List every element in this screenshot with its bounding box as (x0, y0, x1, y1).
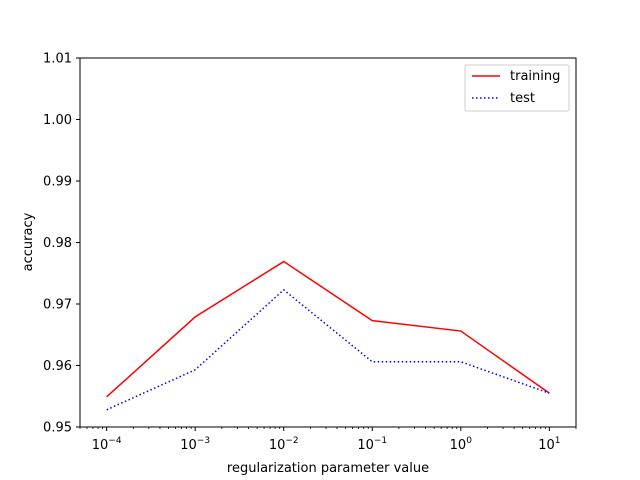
legend-training-label: training (510, 69, 560, 84)
plot-frame (79, 57, 577, 428)
legend: training test (464, 64, 570, 112)
legend-test-label: test (510, 91, 535, 106)
y-tick-label: 1.00 (43, 113, 72, 128)
y-axis: 0.95 0.96 0.97 0.98 0.99 1.00 1.01 (43, 52, 80, 436)
x-axis-label: regularization parameter value (227, 461, 429, 476)
y-tick-label: 0.96 (43, 359, 72, 374)
series-lines (106, 260, 550, 411)
x-tick-label: 10−3 (180, 436, 210, 453)
y-tick-label: 0.95 (43, 421, 72, 436)
y-tick-label: 0.98 (43, 236, 72, 251)
y-tick-label: 0.99 (43, 175, 72, 190)
x-tick-label: 10−4 (92, 436, 122, 453)
y-axis-label: accuracy (21, 212, 36, 271)
series-line-test (106, 288, 550, 411)
x-tick-label: 100 (450, 436, 473, 453)
y-tick-label: 1.01 (43, 52, 72, 67)
series-line-training (106, 260, 550, 398)
x-tick-label: 10−2 (269, 436, 299, 453)
x-tick-label: 101 (538, 436, 560, 453)
y-tick-label: 0.97 (43, 298, 72, 313)
x-tick-label: 10−1 (357, 436, 387, 453)
x-axis: 10−4 10−3 10−2 10−1 100 101 (79, 427, 577, 453)
